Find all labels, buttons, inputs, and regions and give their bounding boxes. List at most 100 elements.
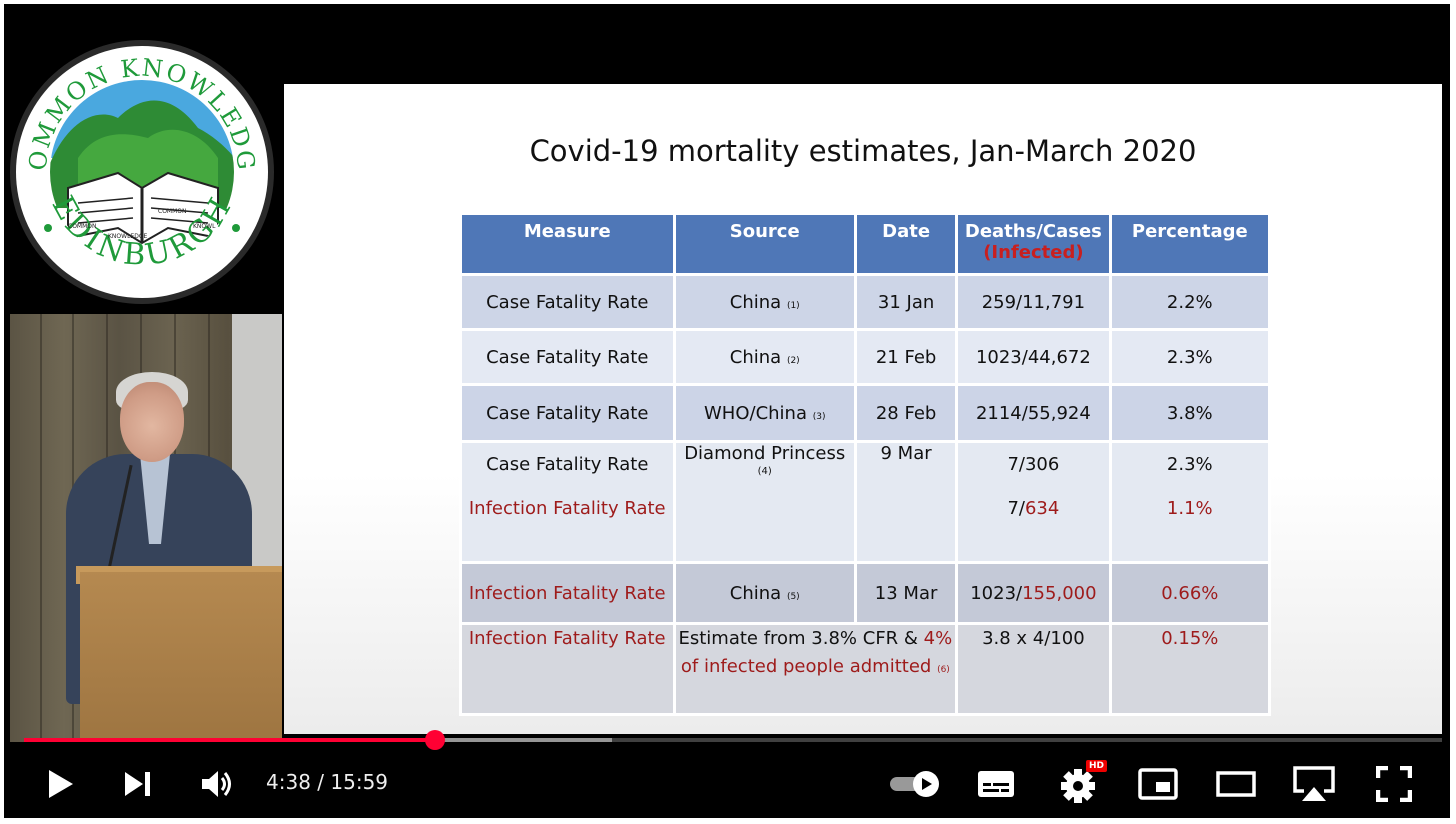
header-deaths-cases-label: Deaths/Cases bbox=[964, 221, 1102, 242]
table-row: Case Fatality Rate China (2) 21 Feb 1023… bbox=[459, 328, 1272, 386]
cell-date: 28 Feb bbox=[853, 383, 959, 443]
header-infected-label: (Infected) bbox=[983, 242, 1084, 263]
cell-percentage: 0.15% bbox=[1108, 622, 1272, 716]
infected-value: 634 bbox=[1024, 498, 1060, 519]
cell-source: WHO/China (3) bbox=[672, 383, 857, 443]
source-text: Estimate from 3.8% CFR & bbox=[678, 628, 924, 649]
cell-percentage: 3.8% bbox=[1108, 383, 1272, 443]
time-separator: / bbox=[310, 770, 331, 794]
table-row: Infection Fatality Rate China (5) 13 Mar… bbox=[459, 561, 1272, 625]
hd-badge: HD bbox=[1086, 760, 1108, 772]
header-source: Source bbox=[672, 212, 857, 276]
cell-source: Diamond Princess (4) bbox=[672, 440, 857, 564]
measure-text-secondary: Infection Fatality Rate bbox=[468, 498, 666, 519]
source-text-2: of infected people admitted bbox=[680, 656, 932, 677]
cell-measure: Infection Fatality Rate bbox=[459, 561, 676, 625]
cell-date: 9 Mar bbox=[853, 440, 959, 564]
cell-measure: Case Fatality Rate bbox=[459, 383, 676, 443]
cell-source: Estimate from 3.8% CFR & 4% of infected … bbox=[672, 622, 959, 716]
deaths-infected-text: 7/634 bbox=[958, 487, 1108, 531]
header-percentage: Percentage bbox=[1108, 212, 1272, 276]
source-highlight: 4% bbox=[923, 628, 953, 649]
next-icon bbox=[125, 772, 150, 796]
cell-deaths-cases: 1023/155,000 bbox=[955, 561, 1112, 625]
progress-bar[interactable] bbox=[24, 730, 1442, 750]
cell-date: 13 Mar bbox=[853, 561, 959, 625]
source-text: WHO/China bbox=[704, 402, 807, 424]
cell-deaths-cases: 2114/55,924 bbox=[955, 383, 1112, 443]
source-ref: (3) bbox=[812, 411, 826, 422]
source-ref: (6) bbox=[937, 665, 950, 675]
measure-text: Case Fatality Rate bbox=[486, 454, 649, 475]
infected-value: 155,000 bbox=[1022, 582, 1097, 604]
cell-percentage: 0.66% bbox=[1108, 561, 1272, 625]
source-text: Diamond Princess bbox=[684, 443, 846, 464]
source-text: China bbox=[729, 582, 782, 604]
video-player[interactable]: COMMON KNOWLEDGE EDINBURGH COMMON KNOWLE… bbox=[4, 4, 1450, 818]
miniplayer-icon bbox=[1138, 768, 1178, 800]
airplay-icon bbox=[1293, 766, 1335, 801]
deaths-value: 7/ bbox=[1007, 498, 1025, 519]
autoplay-toggle[interactable] bbox=[886, 760, 946, 808]
subtitles-icon bbox=[978, 771, 1014, 797]
logo-book-word-4: KNOWL bbox=[193, 223, 216, 230]
percentage-text-secondary: 1.1% bbox=[1166, 498, 1213, 519]
subtitles-button[interactable] bbox=[972, 760, 1020, 808]
next-button[interactable] bbox=[114, 760, 162, 808]
source-text: China bbox=[729, 291, 782, 313]
cell-percentage: 2.3% 1.1% bbox=[1108, 440, 1272, 564]
volume-icon bbox=[202, 771, 231, 797]
settings-icon bbox=[1061, 769, 1095, 803]
speaker-video bbox=[10, 314, 282, 742]
volume-button[interactable] bbox=[194, 760, 242, 808]
cell-percentage: 2.2% bbox=[1108, 273, 1272, 331]
cell-measure: Case Fatality Rate Infection Fatality Ra… bbox=[459, 440, 676, 564]
cell-measure: Case Fatality Rate bbox=[459, 328, 676, 386]
percentage-text: 2.3% bbox=[1166, 454, 1213, 475]
duration: 15:59 bbox=[330, 770, 389, 794]
current-time: 4:38 bbox=[266, 770, 311, 794]
source-line-1: Estimate from 3.8% CFR & 4% bbox=[676, 625, 956, 653]
deaths-value: 1023/ bbox=[970, 582, 1023, 604]
source-ref: (1) bbox=[786, 300, 800, 311]
header-measure: Measure bbox=[459, 212, 676, 276]
cell-deaths-cases: 7/306 7/634 bbox=[955, 440, 1112, 564]
progress-played bbox=[24, 738, 436, 742]
play-icon bbox=[49, 770, 73, 798]
cell-source: China (2) bbox=[672, 328, 857, 386]
time-display: 4:38 / 15:59 bbox=[266, 770, 388, 794]
cell-source: China (1) bbox=[672, 273, 857, 331]
fullscreen-button[interactable] bbox=[1370, 760, 1418, 808]
date-text: 9 Mar bbox=[880, 443, 932, 464]
cell-date: 21 Feb bbox=[853, 328, 959, 386]
table-row: Infection Fatality Rate Estimate from 3.… bbox=[459, 622, 1272, 716]
header-date: Date bbox=[853, 212, 959, 276]
airplay-button[interactable] bbox=[1290, 760, 1338, 808]
theater-mode-button[interactable] bbox=[1212, 760, 1260, 808]
cell-deaths-cases: 1023/44,672 bbox=[955, 328, 1112, 386]
cell-deaths-cases: 3.8 x 4/100 bbox=[955, 622, 1112, 716]
player-controls: 4:38 / 15:59 HD bbox=[4, 748, 1450, 818]
play-button[interactable] bbox=[36, 760, 84, 808]
common-knowledge-edinburgh-logo: COMMON KNOWLEDGE EDINBURGH COMMON KNOWLE… bbox=[8, 38, 274, 304]
scrubber-handle[interactable] bbox=[425, 730, 446, 750]
cell-deaths-cases: 259/11,791 bbox=[955, 273, 1112, 331]
cell-date: 31 Jan bbox=[853, 273, 959, 331]
theater-icon bbox=[1216, 771, 1256, 797]
source-text: China bbox=[729, 346, 782, 368]
cell-measure: Infection Fatality Rate bbox=[459, 622, 676, 716]
logo-book-word-2: KNOWLEDGE bbox=[108, 233, 147, 240]
deaths-cases-text: 7/306 bbox=[1007, 454, 1060, 475]
table-row: Case Fatality Rate WHO/China (3) 28 Feb … bbox=[459, 383, 1272, 443]
logo-book-word-3: COMMON bbox=[158, 208, 186, 215]
autoplay-toggle-icon bbox=[890, 771, 939, 797]
source-line-2: of infected people admitted (6) bbox=[676, 653, 956, 684]
cell-percentage: 2.3% bbox=[1108, 328, 1272, 386]
cell-source: China (5) bbox=[672, 561, 857, 625]
table-row: Case Fatality Rate Infection Fatality Ra… bbox=[459, 440, 1272, 564]
settings-button[interactable]: HD bbox=[1054, 760, 1108, 808]
miniplayer-button[interactable] bbox=[1134, 760, 1182, 808]
logo-book-word-1: COMMON bbox=[68, 223, 96, 230]
source-ref: (2) bbox=[786, 355, 800, 366]
cell-measure: Case Fatality Rate bbox=[459, 273, 676, 331]
